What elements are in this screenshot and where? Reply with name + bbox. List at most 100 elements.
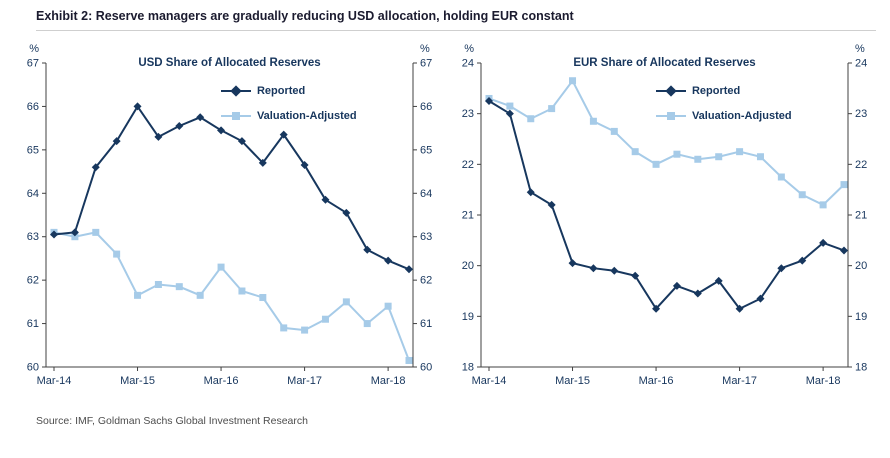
axis-label: 24 bbox=[462, 58, 474, 70]
data-point-square bbox=[301, 326, 309, 334]
series-valuation-adjusted bbox=[485, 77, 848, 209]
title-divider bbox=[36, 30, 876, 31]
data-point-square bbox=[113, 250, 121, 258]
axis-label: 19 bbox=[855, 311, 867, 323]
data-point-diamond bbox=[756, 294, 765, 303]
data-point-square bbox=[71, 233, 79, 241]
axis-label: 21 bbox=[462, 210, 474, 222]
data-point-square bbox=[134, 291, 142, 299]
data-point-diamond bbox=[196, 113, 205, 122]
data-point-square bbox=[527, 115, 535, 123]
axis-label: Mar-17 bbox=[722, 375, 757, 387]
data-point-square bbox=[363, 320, 371, 328]
data-point-square bbox=[736, 148, 744, 156]
series-line-valuation-adjusted bbox=[488, 78, 845, 207]
data-point-diamond bbox=[840, 246, 848, 255]
data-point-diamond bbox=[384, 256, 393, 265]
data-point-diamond bbox=[405, 265, 413, 274]
data-point-diamond bbox=[714, 276, 723, 285]
axis-label: % bbox=[29, 43, 39, 55]
source-note: Source: IMF, Goldman Sachs Global Invest… bbox=[36, 415, 308, 427]
data-point-diamond bbox=[610, 266, 619, 275]
axis-label: 65 bbox=[420, 144, 432, 156]
axis-label: % bbox=[464, 43, 474, 55]
eur-chart-panel: 18 18 19 19 20 20 21 21 22 22 23 23 24 24%% Mar-14 Mar-… bbox=[451, 41, 878, 393]
axis-label: 64 bbox=[27, 188, 39, 200]
data-point-diamond bbox=[112, 137, 121, 146]
data-point-diamond bbox=[652, 304, 661, 313]
data-point-square bbox=[673, 150, 681, 158]
data-point-diamond bbox=[693, 289, 702, 298]
data-point-square bbox=[280, 324, 288, 332]
data-point-square bbox=[506, 102, 514, 110]
data-point-diamond bbox=[672, 281, 681, 290]
axis-label: 22 bbox=[462, 159, 474, 171]
data-point-square bbox=[217, 263, 225, 271]
data-point-diamond bbox=[526, 188, 535, 197]
data-point-diamond bbox=[735, 304, 744, 313]
data-point-square bbox=[384, 302, 392, 310]
exhibit-page: Exhibit 2: Reserve managers are graduall… bbox=[0, 9, 890, 427]
data-point-diamond bbox=[237, 137, 246, 146]
axis-label: % bbox=[855, 43, 865, 55]
axis-label: 63 bbox=[420, 231, 432, 243]
data-point-square bbox=[175, 283, 183, 291]
data-point-diamond bbox=[258, 158, 267, 167]
axis-label: 63 bbox=[27, 231, 39, 243]
series-line-reported bbox=[488, 100, 845, 311]
exhibit-title: Exhibit 2: Reserve managers are graduall… bbox=[36, 9, 574, 23]
data-point-diamond bbox=[175, 121, 184, 130]
eur-chart-svg: 18 18 19 19 20 20 21 21 22 22 23 23 24 24% % Mar-14 Mar-… bbox=[462, 43, 868, 387]
axis-label: 19 bbox=[462, 311, 474, 323]
axis-label: 23 bbox=[462, 108, 474, 120]
axis-label: 62 bbox=[420, 275, 432, 287]
axis-label: 66 bbox=[27, 101, 39, 113]
data-point-square bbox=[405, 356, 413, 364]
series-reported bbox=[485, 97, 848, 313]
series-line-reported bbox=[53, 104, 410, 271]
data-point-diamond bbox=[798, 256, 807, 265]
data-point-diamond bbox=[154, 132, 163, 141]
data-point-square bbox=[777, 173, 785, 181]
exhibit-header: Exhibit 2: Reserve managers are graduall… bbox=[36, 9, 876, 23]
data-point-diamond bbox=[91, 163, 100, 172]
charts-row: 60 60 61 61 62 62 63 63 64 64 65 65 66 66 67 67%% Mar-14… bbox=[0, 41, 890, 393]
axis-label: % bbox=[420, 43, 430, 55]
axis-label: 67 bbox=[27, 58, 39, 70]
data-point-square bbox=[798, 191, 806, 199]
data-point-diamond bbox=[50, 230, 58, 239]
data-point-diamond bbox=[631, 271, 640, 280]
axis-label: 67 bbox=[420, 58, 432, 70]
axis-label: 20 bbox=[462, 260, 474, 272]
data-point-square bbox=[321, 315, 329, 323]
data-point-square bbox=[819, 201, 827, 209]
data-point-square bbox=[756, 153, 764, 161]
data-point-diamond bbox=[547, 200, 556, 209]
axis-label: Mar-15 bbox=[120, 375, 155, 387]
data-point-square bbox=[92, 228, 100, 236]
data-point-diamond bbox=[485, 97, 493, 105]
axis-label: Mar-16 bbox=[639, 375, 674, 387]
axis-label: 21 bbox=[855, 210, 867, 222]
axis-label: Mar-16 bbox=[204, 375, 239, 387]
series-valuation-adjusted bbox=[50, 228, 413, 364]
data-point-diamond bbox=[342, 208, 351, 217]
data-point-diamond bbox=[321, 195, 330, 204]
data-point-diamond bbox=[279, 130, 288, 139]
data-point-square bbox=[589, 117, 597, 125]
axis-label: 61 bbox=[27, 318, 39, 330]
axis-label: Mar-14 bbox=[37, 375, 72, 387]
data-point-square bbox=[548, 105, 556, 113]
data-point-diamond bbox=[217, 126, 226, 135]
series-reported bbox=[50, 102, 413, 274]
data-point-square bbox=[610, 127, 618, 135]
axis-label: 23 bbox=[855, 108, 867, 120]
data-point-diamond bbox=[300, 161, 309, 170]
axis-label: 24 bbox=[855, 58, 867, 70]
data-point-square bbox=[238, 287, 246, 295]
data-point-diamond bbox=[819, 238, 828, 247]
data-point-square bbox=[154, 280, 162, 288]
usd-chart-panel: 60 60 61 61 62 62 63 63 64 64 65 65 66 66 67 67%% Mar-14… bbox=[16, 41, 443, 393]
data-point-square bbox=[694, 155, 702, 163]
data-point-square bbox=[840, 181, 848, 189]
